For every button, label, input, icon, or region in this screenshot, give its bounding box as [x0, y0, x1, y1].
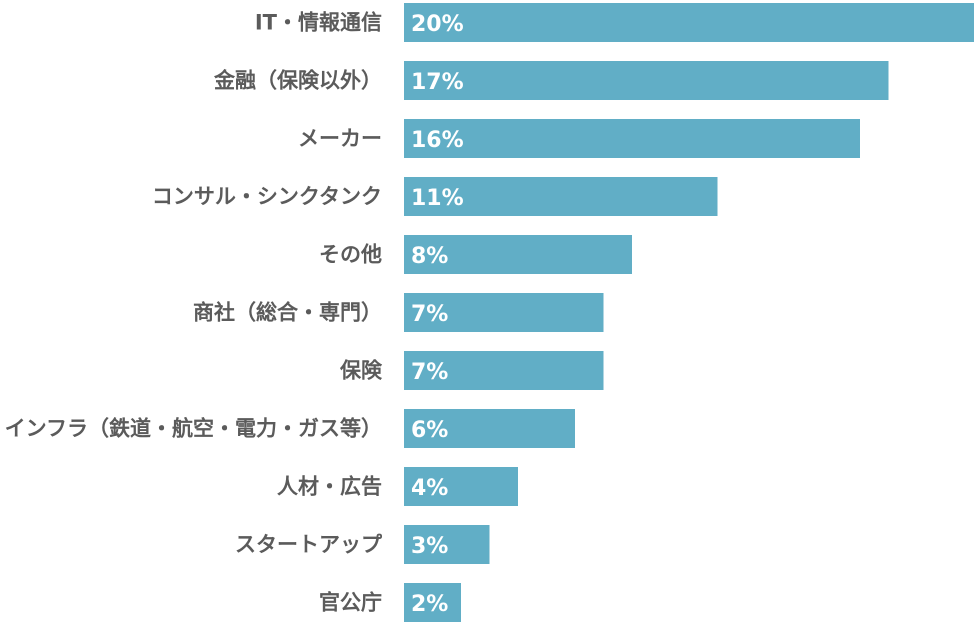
category-label: コンサル・シンクタンク: [152, 185, 382, 209]
bar-row: 金融（保険以外） 17%: [213, 61, 889, 100]
category-label: 官公庁: [319, 591, 382, 615]
bar: [404, 3, 974, 42]
category-label: その他: [319, 243, 382, 267]
value-label: 7%: [411, 302, 448, 327]
bar-row: メーカー 16%: [298, 119, 860, 158]
value-label: 2%: [411, 592, 448, 617]
bar: [404, 293, 604, 332]
value-label: 16%: [411, 128, 464, 153]
category-label: 人材・広告: [277, 475, 382, 499]
bar: [404, 409, 575, 448]
value-label: 6%: [411, 418, 448, 443]
category-label: メーカー: [298, 127, 382, 151]
value-label: 8%: [411, 244, 448, 269]
bar-row: スタートアップ 3%: [235, 525, 490, 564]
bar: [404, 177, 718, 216]
value-label: 11%: [411, 186, 464, 211]
category-label: スタートアップ: [235, 533, 383, 557]
bar-row: 人材・広告 4%: [277, 467, 518, 506]
category-label: 商社（総合・専門）: [193, 301, 382, 325]
bar-row: 商社（総合・専門） 7%: [193, 293, 604, 332]
value-label: 3%: [411, 534, 448, 559]
value-label: 7%: [411, 360, 448, 385]
category-label: 保険: [339, 359, 383, 383]
bar: [404, 119, 860, 158]
bar-row: 保険 7%: [339, 351, 604, 390]
bar-row: コンサル・シンクタンク 11%: [152, 177, 718, 216]
value-label: 4%: [411, 476, 448, 501]
bar: [404, 351, 604, 390]
bar: [404, 61, 889, 100]
bar-row: その他 8%: [319, 235, 632, 274]
bar-row: インフラ（鉄道・航空・電力・ガス等） 6%: [5, 409, 575, 448]
bar: [404, 467, 518, 506]
category-label: 金融（保険以外）: [213, 69, 382, 93]
category-label: IT・情報通信: [255, 11, 382, 35]
bar-row: IT・情報通信 20%: [255, 3, 974, 42]
value-label: 20%: [411, 12, 464, 37]
bar-row: 官公庁 2%: [319, 583, 461, 622]
bar: [404, 525, 490, 564]
bar: [404, 235, 632, 274]
bar: [404, 583, 461, 622]
value-label: 17%: [411, 70, 464, 95]
category-label: インフラ（鉄道・航空・電力・ガス等）: [5, 417, 382, 441]
